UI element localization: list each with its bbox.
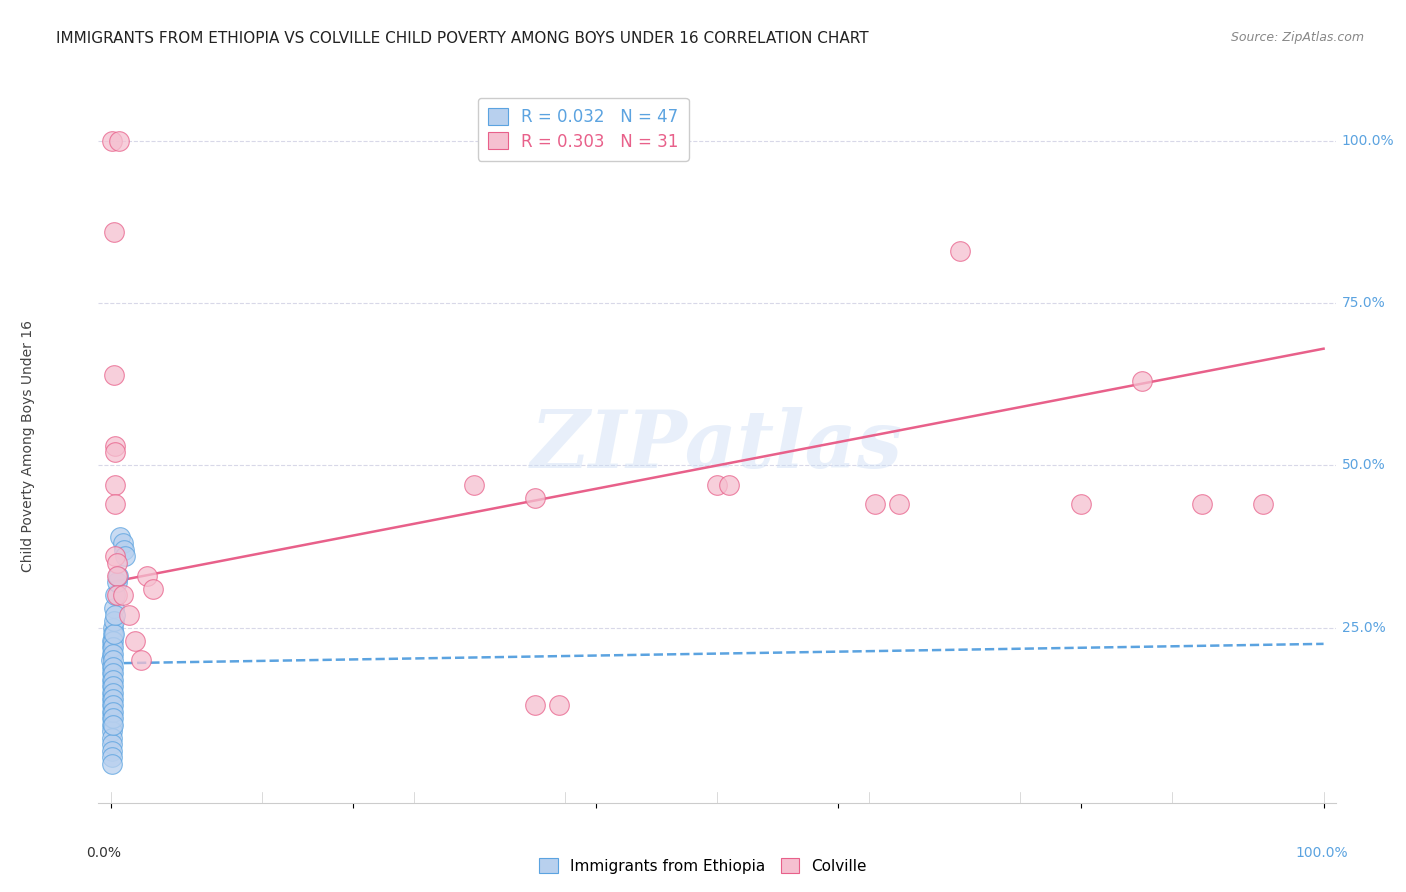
Text: 100.0%: 100.0% — [1295, 846, 1348, 860]
Legend: Immigrants from Ethiopia, Colville: Immigrants from Ethiopia, Colville — [533, 852, 873, 880]
Point — [101, 627, 124, 641]
Point — [100, 744, 122, 758]
Text: 100.0%: 100.0% — [1341, 134, 1395, 148]
Point — [100, 711, 122, 725]
Point — [104, 445, 127, 459]
Point — [114, 549, 136, 564]
Text: 25.0%: 25.0% — [1341, 621, 1385, 634]
Point — [112, 542, 135, 557]
Point — [101, 692, 124, 706]
Point — [101, 679, 124, 693]
Point — [887, 497, 910, 511]
Legend: R = 0.032   N = 47, R = 0.303   N = 31: R = 0.032 N = 47, R = 0.303 N = 31 — [478, 97, 689, 161]
Point — [101, 685, 124, 699]
Point — [105, 556, 128, 570]
Point — [100, 705, 122, 719]
Point — [104, 607, 127, 622]
Point — [103, 601, 125, 615]
Point — [100, 756, 122, 771]
Point — [142, 582, 165, 596]
Point — [104, 549, 127, 564]
Point — [111, 536, 134, 550]
Point — [100, 633, 122, 648]
Point — [129, 653, 152, 667]
Point — [100, 685, 122, 699]
Point — [101, 659, 124, 673]
Point — [101, 640, 124, 654]
Point — [1191, 497, 1213, 511]
Point — [101, 711, 124, 725]
Text: IMMIGRANTS FROM ETHIOPIA VS COLVILLE CHILD POVERTY AMONG BOYS UNDER 16 CORRELATI: IMMIGRANTS FROM ETHIOPIA VS COLVILLE CHI… — [56, 31, 869, 46]
Point — [100, 666, 122, 681]
Point — [524, 698, 547, 713]
Point — [107, 568, 129, 582]
Point — [1251, 497, 1274, 511]
Text: 75.0%: 75.0% — [1341, 296, 1385, 310]
Point — [100, 673, 122, 687]
Point — [548, 698, 571, 713]
Point — [101, 698, 124, 713]
Point — [100, 698, 122, 713]
Point — [100, 750, 122, 764]
Point — [118, 607, 141, 622]
Point — [111, 588, 134, 602]
Point — [100, 134, 122, 148]
Text: Source: ZipAtlas.com: Source: ZipAtlas.com — [1230, 31, 1364, 45]
Point — [101, 718, 124, 732]
Point — [100, 640, 122, 654]
Point — [103, 627, 125, 641]
Text: ZIPatlas: ZIPatlas — [531, 408, 903, 484]
Text: 0.0%: 0.0% — [86, 846, 121, 860]
Point — [136, 568, 159, 582]
Point — [101, 666, 124, 681]
Point — [101, 705, 124, 719]
Point — [103, 225, 125, 239]
Point — [863, 497, 886, 511]
Point — [463, 478, 485, 492]
Point — [100, 724, 122, 739]
Point — [104, 497, 127, 511]
Point — [949, 244, 972, 259]
Point — [100, 653, 122, 667]
Point — [110, 530, 132, 544]
Point — [100, 692, 122, 706]
Point — [101, 647, 124, 661]
Point — [1070, 497, 1092, 511]
Point — [103, 614, 125, 628]
Point — [105, 575, 128, 590]
Point — [105, 568, 128, 582]
Text: 50.0%: 50.0% — [1341, 458, 1385, 473]
Point — [101, 653, 124, 667]
Point — [124, 633, 146, 648]
Point — [104, 439, 127, 453]
Point — [100, 659, 122, 673]
Point — [105, 588, 128, 602]
Point — [706, 478, 728, 492]
Point — [100, 738, 122, 752]
Point — [524, 491, 547, 505]
Text: Child Poverty Among Boys Under 16: Child Poverty Among Boys Under 16 — [21, 320, 35, 572]
Point — [101, 621, 124, 635]
Point — [100, 718, 122, 732]
Point — [100, 647, 122, 661]
Point — [1130, 374, 1153, 388]
Point — [718, 478, 741, 492]
Point — [103, 368, 125, 382]
Point — [104, 478, 127, 492]
Point — [101, 673, 124, 687]
Point — [100, 731, 122, 745]
Point — [104, 588, 127, 602]
Point — [100, 679, 122, 693]
Point — [108, 134, 131, 148]
Point — [101, 633, 124, 648]
